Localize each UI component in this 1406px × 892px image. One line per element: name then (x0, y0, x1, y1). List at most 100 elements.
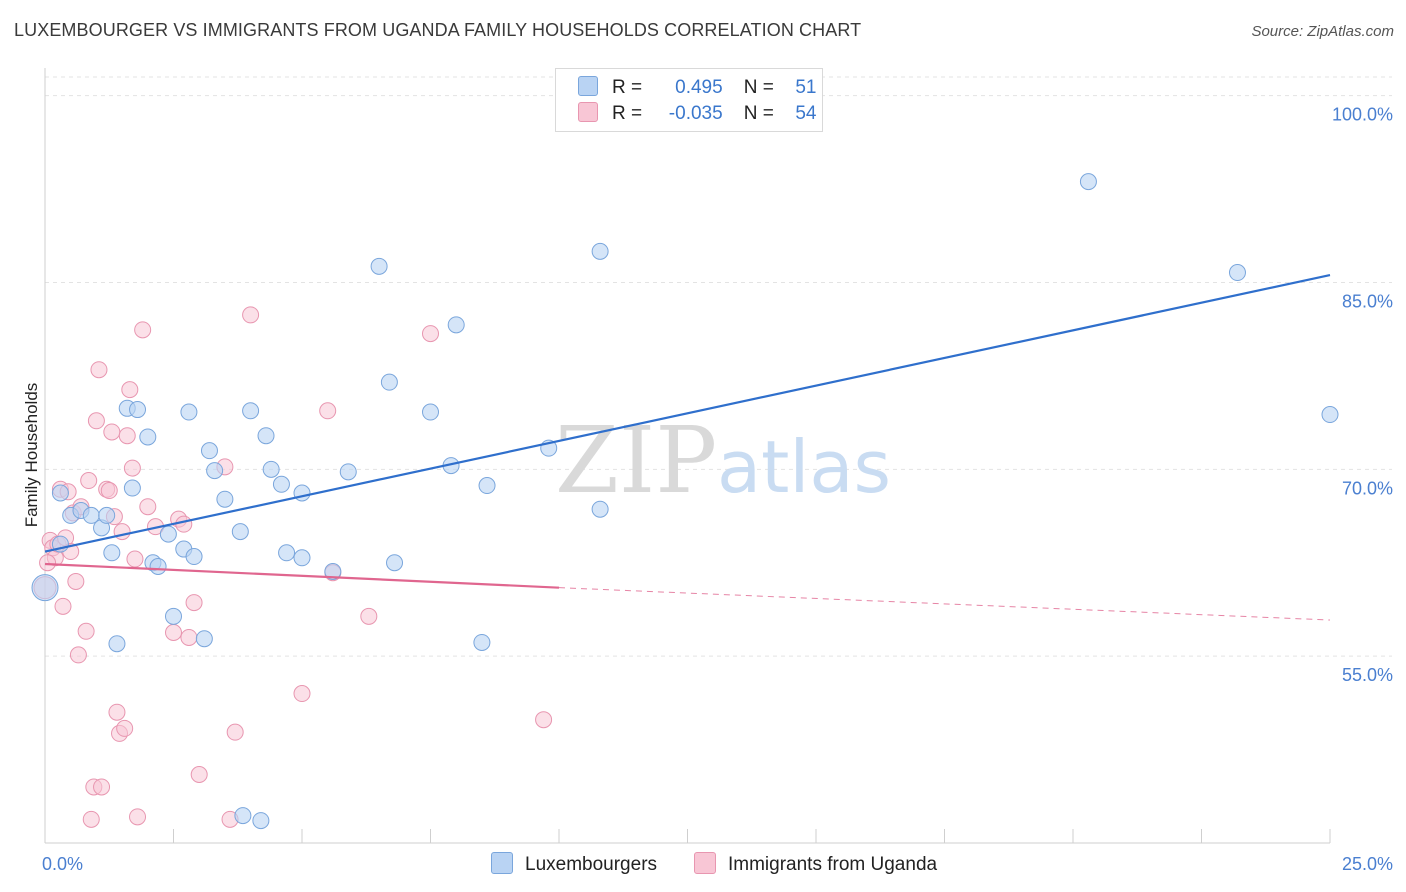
uganda-point (103, 423, 121, 441)
pink-swatch-icon (694, 852, 716, 874)
legend-item-uganda[interactable]: Immigrants from Uganda (694, 852, 937, 876)
uganda-point (134, 321, 152, 339)
uganda-point (175, 515, 193, 533)
luxembourgers-point (123, 479, 141, 497)
uganda-point (535, 711, 553, 729)
luxembourgers-point (51, 484, 69, 502)
luxembourgers-point (185, 548, 203, 566)
x-tick-label: 0.0% (42, 854, 83, 874)
luxembourgers-point (180, 403, 198, 421)
luxembourgers-point (206, 462, 224, 480)
luxembourgers-point (234, 807, 252, 825)
r-value: -0.035 (668, 103, 723, 124)
trendlines (44, 273, 1331, 621)
uganda-point (293, 685, 311, 703)
uganda-point (360, 607, 378, 625)
uganda-point (39, 554, 57, 572)
luxembourgers-point (31, 574, 59, 602)
luxembourgers-point (591, 500, 609, 518)
blue-swatch-icon (491, 852, 513, 874)
luxembourgers-point (216, 490, 234, 508)
luxembourgers-point (591, 242, 609, 260)
uganda-point (90, 361, 108, 379)
blue-swatch-icon (578, 76, 598, 96)
uganda-point (139, 498, 157, 516)
legend-label: Luxembourgers (525, 854, 658, 875)
n-value: 54 (795, 103, 817, 124)
uganda-point (129, 808, 147, 826)
source-label: Source: ZipAtlas.com (1251, 23, 1394, 40)
luxembourgers-point (98, 506, 116, 524)
legend-row-uganda: R = -0.035 N = 54 (578, 102, 816, 126)
correlation-legend: R = 0.495 N = 51 R = -0.035 N = 54 (555, 68, 823, 132)
y-tick-label: 85.0% (1342, 292, 1393, 312)
luxembourgers-point (231, 523, 249, 541)
uganda-point (118, 427, 136, 445)
luxembourgers-point (262, 460, 280, 478)
n-value: 51 (795, 77, 817, 98)
luxembourgers-point (386, 554, 404, 572)
luxembourgers-point (278, 544, 296, 562)
chart-title: LUXEMBOURGER VS IMMIGRANTS FROM UGANDA F… (14, 20, 862, 40)
luxembourgers-point (272, 475, 290, 493)
uganda-point (185, 594, 203, 612)
axes (44, 68, 1331, 844)
uganda-point (121, 381, 139, 399)
watermark-atlas: atlas (717, 425, 891, 509)
uganda-point (190, 765, 208, 783)
y-tick-label: 55.0% (1342, 665, 1393, 685)
luxembourgers-point (252, 812, 270, 830)
uganda-trendline-extension (558, 587, 1331, 621)
uganda-point (422, 325, 439, 343)
luxembourgers-point (380, 373, 398, 391)
luxembourgers-point (159, 525, 177, 543)
uganda-point (108, 703, 126, 721)
pink-swatch-icon (578, 102, 598, 122)
luxembourgers-point (149, 557, 167, 575)
luxembourgers-trendline (44, 273, 1331, 553)
luxembourgers-point (324, 562, 342, 580)
y-tick-label: 100.0% (1332, 105, 1393, 125)
luxembourgers-point (293, 549, 311, 567)
uganda-point (93, 778, 111, 796)
x-tick-label: 25.0% (1342, 854, 1393, 874)
luxembourgers-point (195, 630, 213, 648)
uganda-point (80, 472, 98, 490)
uganda-point (69, 646, 87, 664)
legend-item-luxembourgers[interactable]: Luxembourgers (491, 852, 657, 876)
watermark-zip: ZIP (555, 407, 717, 514)
uganda-point (126, 550, 144, 568)
luxembourgers-point (473, 633, 491, 651)
r-label: R = (612, 103, 643, 124)
luxembourgers-point (1228, 264, 1246, 282)
luxembourgers-point (108, 635, 126, 653)
luxembourgers-point (478, 477, 496, 495)
luxembourgers-point (370, 257, 388, 275)
legend-label: Immigrants from Uganda (728, 854, 938, 875)
uganda-point (67, 572, 85, 590)
luxembourgers-point (1079, 173, 1097, 191)
luxembourgers-point (242, 402, 260, 420)
n-label: N = (743, 103, 774, 124)
series-luxembourgers-points (31, 173, 1339, 830)
n-label: N = (743, 77, 774, 98)
uganda-point (87, 412, 105, 430)
r-label: R = (612, 77, 643, 98)
uganda-trendline (44, 562, 560, 589)
luxembourgers-point (1321, 406, 1339, 424)
uganda-point (226, 723, 244, 741)
luxembourgers-point (200, 442, 218, 460)
luxembourgers-point (165, 607, 182, 625)
luxembourgers-point (129, 401, 147, 419)
luxembourgers-point (293, 484, 311, 502)
luxembourgers-point (139, 428, 157, 446)
luxembourgers-point (257, 427, 275, 445)
uganda-point (242, 306, 260, 324)
legend-row-luxembourgers: R = 0.495 N = 51 (578, 76, 816, 100)
luxembourgers-point (339, 463, 357, 481)
uganda-point (123, 459, 141, 477)
y-axis-label: Family Households (22, 383, 41, 528)
uganda-point (77, 622, 95, 640)
y-tick-label: 70.0% (1342, 478, 1393, 498)
